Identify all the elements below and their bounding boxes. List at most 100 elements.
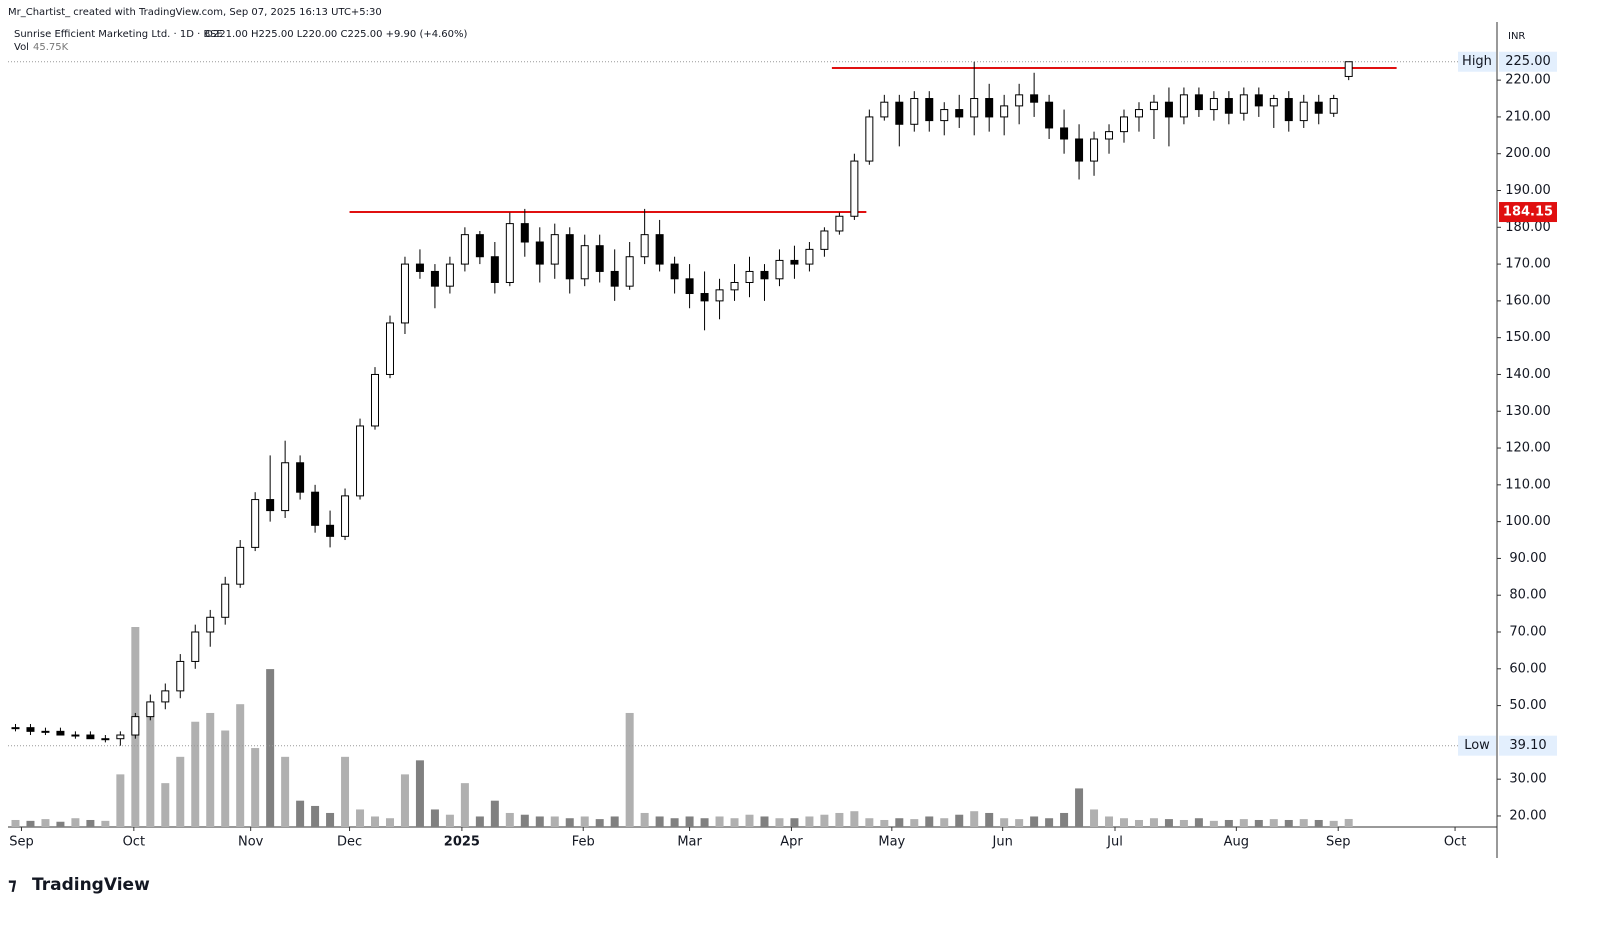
candle-body <box>1179 94 1188 118</box>
volume-bar <box>745 814 754 827</box>
extreme-value: 39.10 <box>1509 738 1546 753</box>
candle-body <box>371 373 380 427</box>
candle-body <box>1299 101 1308 122</box>
volume-bar <box>161 783 170 827</box>
candle-body <box>925 98 934 122</box>
y-tick-label: 80.00 <box>1509 588 1546 603</box>
extreme-name: High <box>1462 54 1492 69</box>
vol-label: Vol <box>14 42 29 53</box>
volume-bar <box>1045 818 1054 827</box>
candle-body <box>86 734 95 740</box>
brand[interactable]: TradingView <box>32 875 150 895</box>
volume-bar <box>820 814 829 827</box>
volume-bar <box>850 811 859 827</box>
x-tick-label: 2025 <box>444 835 480 850</box>
candle-body <box>1149 101 1158 111</box>
volume-bar <box>1030 816 1039 827</box>
candle-body <box>790 259 799 265</box>
candle-body <box>460 234 469 265</box>
x-tick-label: Mar <box>677 835 702 850</box>
candle-body <box>985 98 994 118</box>
volume-bar <box>116 774 125 827</box>
volume-bar <box>1209 820 1218 827</box>
volume-bar <box>670 818 679 827</box>
volume-bar <box>805 816 814 827</box>
extreme-value-bg <box>1499 735 1557 756</box>
y-tick-label: 170.00 <box>1505 257 1551 272</box>
y-tick-label: 150.00 <box>1505 330 1551 345</box>
candle-body <box>775 259 784 280</box>
volume-bar <box>1164 819 1173 827</box>
volume-bar <box>41 819 50 827</box>
candle-body <box>116 734 125 740</box>
volume-bar <box>1134 819 1143 827</box>
candle-body <box>535 241 544 265</box>
candle-body <box>745 270 754 283</box>
volume-bar <box>700 818 709 827</box>
candle-body <box>1134 109 1143 118</box>
candle-body <box>850 160 859 217</box>
volume-bar <box>1000 818 1009 827</box>
volume-bar <box>610 816 619 827</box>
level-label: 184.15 <box>1503 205 1553 220</box>
candle-body <box>1164 101 1173 118</box>
volume-bar <box>1239 819 1248 827</box>
volume-bar <box>865 818 874 827</box>
candle-body <box>1030 94 1039 103</box>
volume-bar <box>595 819 604 827</box>
volume-bar <box>1284 819 1293 827</box>
y-tick-label: 180.00 <box>1505 220 1551 235</box>
ohlc: O221.00 H225.00 L220.00 C225.00 +9.90 (+… <box>205 29 467 40</box>
candle-body <box>1209 98 1218 111</box>
candle-body <box>505 223 514 283</box>
candle-body <box>490 256 499 283</box>
volume-bar <box>475 816 484 827</box>
volume-bar <box>385 818 394 827</box>
credit: Mr_Chartist_ created with TradingView.co… <box>8 7 382 18</box>
volume-bar <box>685 816 694 827</box>
y-tick-label: 50.00 <box>1509 698 1546 713</box>
volume-bar <box>221 730 230 827</box>
volume-bar <box>550 816 559 827</box>
volume-bar <box>1015 819 1024 827</box>
y-tick-label: 60.00 <box>1509 661 1546 676</box>
candle-body <box>610 270 619 287</box>
candle-body <box>341 495 350 537</box>
volume-bar <box>790 818 799 827</box>
candle-body <box>296 462 305 493</box>
candle-body <box>595 245 604 272</box>
y-tick-label: 130.00 <box>1505 404 1551 419</box>
volume-bar <box>895 818 904 827</box>
candle-body <box>820 230 829 250</box>
volume-bar <box>1060 812 1069 827</box>
x-tick-label: Sep <box>9 835 34 850</box>
candle-body <box>281 462 290 512</box>
candle-body <box>221 583 230 618</box>
candle-body <box>71 734 80 737</box>
candle-body <box>760 270 769 280</box>
x-tick-label: Nov <box>238 835 264 850</box>
volume-bar <box>970 811 979 827</box>
x-tick-label: Aug <box>1224 835 1249 850</box>
volume-bar <box>430 809 439 827</box>
volume-bar <box>191 721 200 827</box>
volume-bar <box>655 816 664 827</box>
volume-bar <box>101 820 110 827</box>
candle-body <box>805 248 814 265</box>
volume-bar <box>371 816 380 827</box>
volume-bar <box>1075 788 1084 827</box>
y-tick-label: 110.00 <box>1505 477 1551 492</box>
candle-body <box>640 234 649 258</box>
x-tick-label: Jun <box>992 835 1013 850</box>
candle-body <box>131 716 140 736</box>
candle-body <box>1314 101 1323 114</box>
candle-body <box>625 256 634 287</box>
volume-bar <box>1314 819 1323 827</box>
volume-bar <box>535 816 544 827</box>
candle-body <box>1254 94 1263 107</box>
volume-bar <box>266 669 275 827</box>
x-tick-label: Dec <box>337 835 362 850</box>
volume-bar <box>1299 819 1308 827</box>
volume-bar <box>730 818 739 827</box>
y-tick-label: 70.00 <box>1509 625 1546 640</box>
